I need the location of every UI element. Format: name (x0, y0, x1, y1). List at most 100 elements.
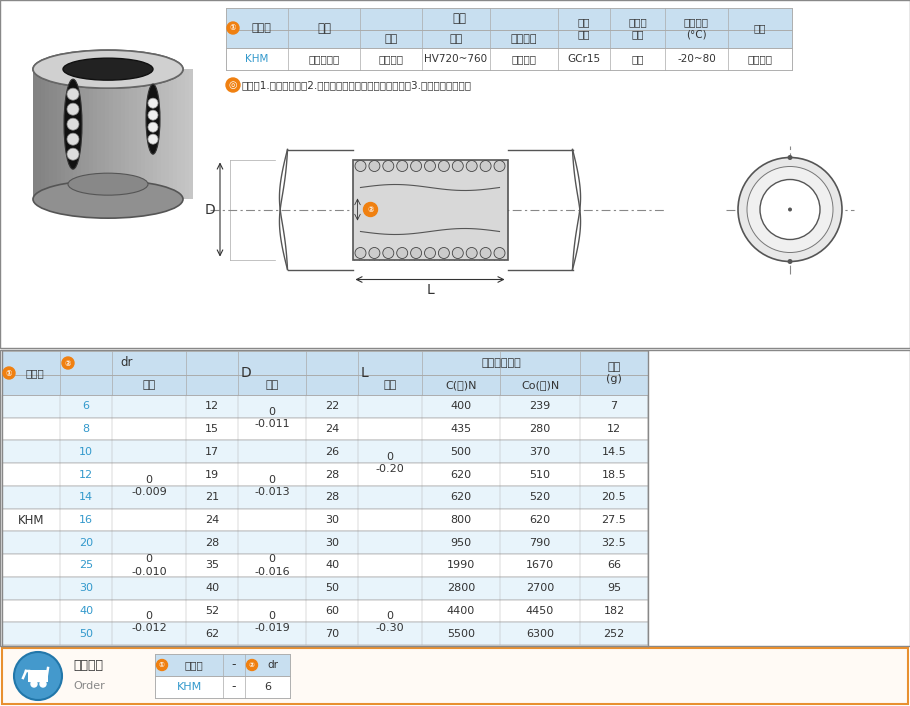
Text: 950: 950 (450, 538, 471, 548)
Bar (121, 69, 125, 199)
Text: ①: ① (5, 369, 12, 378)
Text: 18.5: 18.5 (602, 469, 626, 479)
Text: 70: 70 (325, 628, 339, 639)
Bar (73, 69, 77, 199)
Bar (2, 532, 648, 554)
Bar (181, 69, 185, 199)
Text: 252: 252 (603, 628, 624, 639)
Circle shape (452, 248, 463, 258)
Text: Co(静)N: Co(静)N (521, 380, 559, 390)
Text: 0
-0.30: 0 -0.30 (376, 611, 404, 633)
Circle shape (480, 248, 491, 258)
Circle shape (480, 160, 491, 172)
Text: 2800: 2800 (447, 583, 475, 593)
Text: 0
-0.011: 0 -0.011 (254, 407, 289, 429)
Circle shape (67, 118, 79, 130)
Text: 渗碳处理: 渗碳处理 (511, 54, 537, 64)
Text: 620: 620 (530, 515, 551, 525)
Circle shape (355, 248, 366, 258)
Text: 树脂: 树脂 (632, 54, 643, 64)
Bar (2, 375, 648, 395)
Text: 6300: 6300 (526, 628, 554, 639)
Bar (57, 69, 61, 199)
Circle shape (738, 157, 842, 261)
Text: 8: 8 (83, 424, 89, 434)
Bar (2, 508, 648, 532)
Text: 66: 66 (607, 561, 621, 570)
Text: 95: 95 (607, 583, 621, 593)
Text: 表面处理: 表面处理 (511, 34, 537, 44)
Text: 62: 62 (205, 628, 219, 639)
Text: 冲压外圈型: 冲压外圈型 (308, 54, 339, 64)
Circle shape (383, 160, 394, 172)
Text: D: D (205, 203, 216, 217)
Text: 冲压钢板: 冲压钢板 (379, 54, 403, 64)
Text: 400: 400 (450, 402, 471, 412)
Bar (2, 463, 648, 486)
Bar (77, 69, 81, 199)
Circle shape (424, 248, 436, 258)
Text: 32.5: 32.5 (602, 538, 626, 548)
Bar (53, 69, 57, 199)
Text: 35: 35 (205, 561, 219, 570)
Text: 0
-0.010: 0 -0.010 (131, 554, 167, 577)
Bar (0, 0, 910, 348)
Circle shape (397, 248, 408, 258)
Bar (189, 69, 193, 199)
Text: 20: 20 (79, 538, 93, 548)
Bar (2, 622, 648, 645)
Circle shape (494, 248, 505, 258)
Bar (93, 69, 97, 199)
Text: 239: 239 (530, 402, 551, 412)
Circle shape (40, 681, 46, 687)
Circle shape (226, 78, 240, 92)
Circle shape (369, 160, 379, 172)
Text: 435: 435 (450, 424, 471, 434)
Text: 滚珠
材质: 滚珠 材质 (578, 17, 591, 40)
Bar (89, 69, 93, 199)
Circle shape (227, 22, 239, 34)
Bar (149, 69, 153, 199)
Bar (173, 69, 177, 199)
Bar (2, 486, 648, 508)
Text: KHM: KHM (18, 513, 45, 527)
Bar (45, 69, 49, 199)
Circle shape (157, 659, 167, 671)
Text: 1670: 1670 (526, 561, 554, 570)
Text: 1990: 1990 (447, 561, 475, 570)
Text: 4450: 4450 (526, 606, 554, 616)
Text: dr: dr (121, 357, 133, 369)
Text: 22: 22 (325, 402, 339, 412)
Circle shape (466, 160, 477, 172)
Text: 182: 182 (603, 606, 624, 616)
Text: HV720~760: HV720~760 (424, 54, 488, 64)
Text: ②: ② (249, 662, 255, 668)
Text: 24: 24 (325, 424, 339, 434)
Text: 27.5: 27.5 (602, 515, 626, 525)
Ellipse shape (33, 50, 183, 88)
Bar (141, 69, 145, 199)
Text: 20.5: 20.5 (602, 492, 626, 502)
Text: 0
-0.019: 0 -0.019 (254, 611, 290, 633)
Bar (113, 69, 117, 199)
Text: 28: 28 (325, 469, 339, 479)
Text: 类型: 类型 (317, 21, 331, 35)
Text: 特点：1.尺寸更紧凑；2.开放式的滚珠轨道，更方便润滑；3.更好的散热性能。: 特点：1.尺寸更紧凑；2.开放式的滚珠轨道，更方便润滑；3.更好的散热性能。 (242, 80, 472, 90)
Text: 24: 24 (205, 515, 219, 525)
Circle shape (424, 160, 436, 172)
Polygon shape (33, 69, 183, 199)
Ellipse shape (33, 50, 183, 88)
Bar (155, 676, 290, 698)
Text: ◎: ◎ (228, 80, 238, 90)
Text: 17: 17 (205, 447, 219, 457)
Ellipse shape (68, 173, 148, 195)
Text: 520: 520 (530, 492, 551, 502)
Bar (169, 69, 173, 199)
Circle shape (355, 160, 366, 172)
Bar (81, 69, 85, 199)
Text: GCr15: GCr15 (568, 54, 601, 64)
Text: 公差: 公差 (142, 380, 156, 390)
Bar (2, 441, 648, 463)
Bar (352, 160, 508, 260)
Text: 类型码: 类型码 (251, 23, 271, 33)
